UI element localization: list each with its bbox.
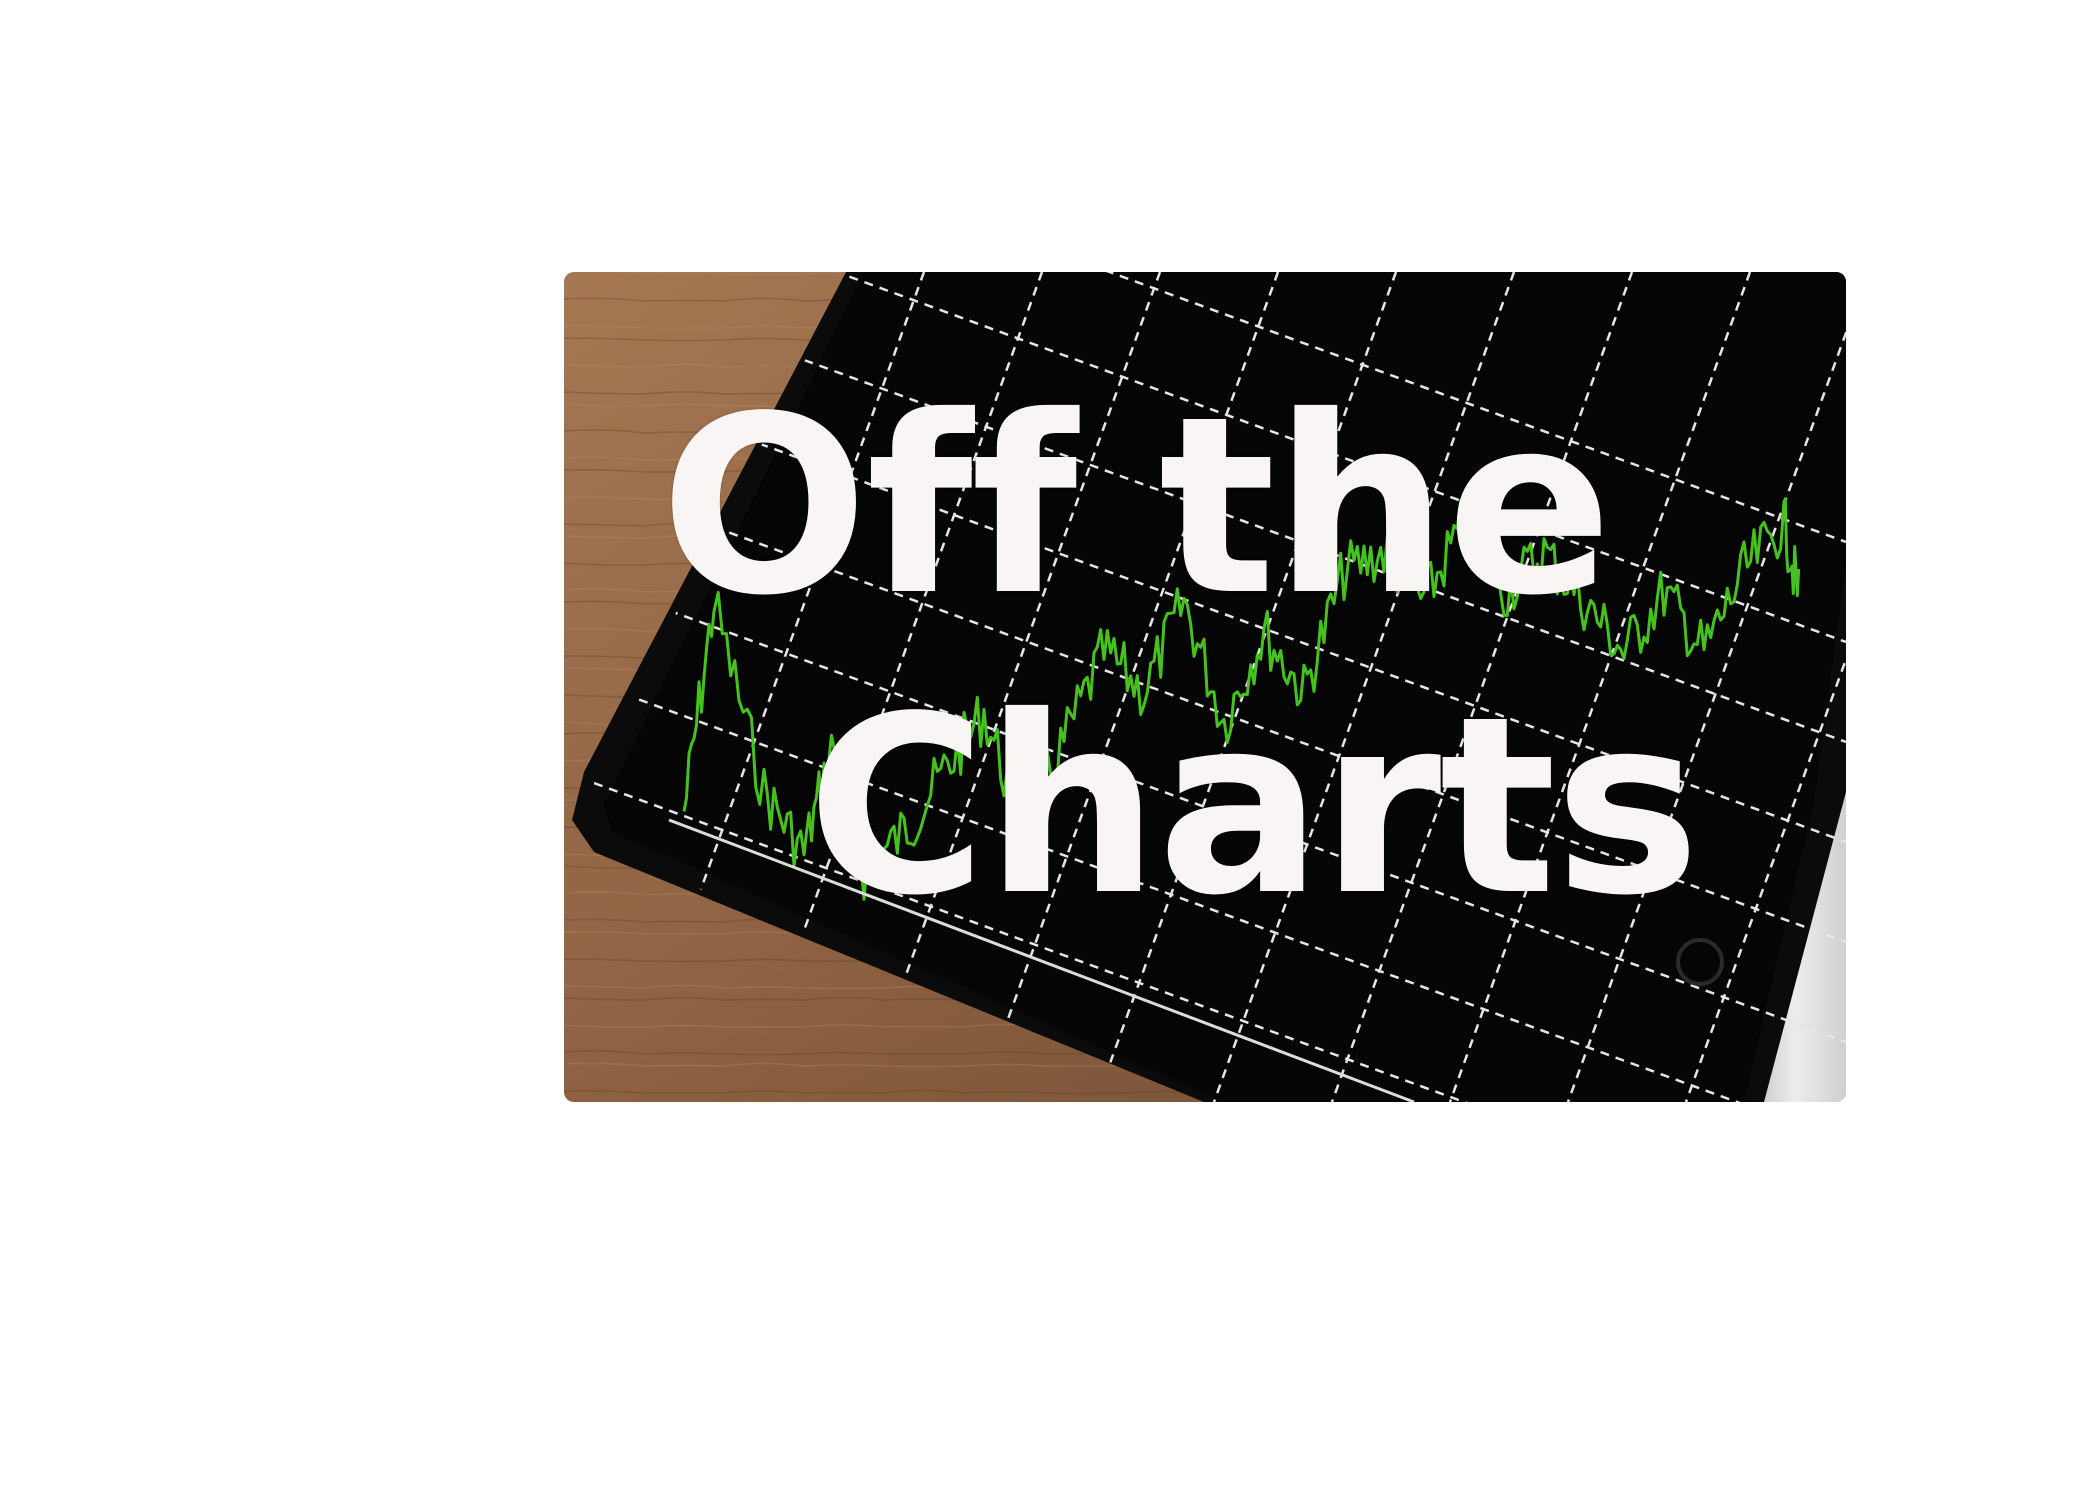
grid-line — [1212, 272, 1516, 1102]
grid-line — [1330, 272, 1634, 1102]
home-button-icon — [1676, 938, 1724, 986]
grid-line — [1448, 272, 1752, 1102]
tablet-chart-photo — [564, 272, 1846, 1102]
grid-line — [740, 272, 1044, 1102]
grid-line — [976, 272, 1280, 1102]
grid-line — [574, 272, 1846, 644]
grid-line — [574, 570, 1846, 1044]
grid-line — [574, 370, 1846, 844]
photo-card: Off the Charts — [564, 272, 1846, 1102]
chart-baseline — [668, 818, 1415, 1102]
grid-line — [1094, 272, 1398, 1102]
grid-line — [574, 272, 1846, 544]
title-line-1: Off the — [660, 364, 1612, 649]
tablet-screen — [604, 272, 1846, 1102]
grid-line — [622, 272, 926, 1102]
grid-line — [858, 272, 1162, 1102]
chart-trace — [682, 497, 1801, 901]
grid-line — [574, 470, 1846, 944]
grid-line — [1566, 272, 1846, 1102]
title-line-2: Charts — [807, 664, 1700, 949]
grid-line — [574, 770, 1846, 1102]
grid-line — [574, 670, 1846, 1102]
